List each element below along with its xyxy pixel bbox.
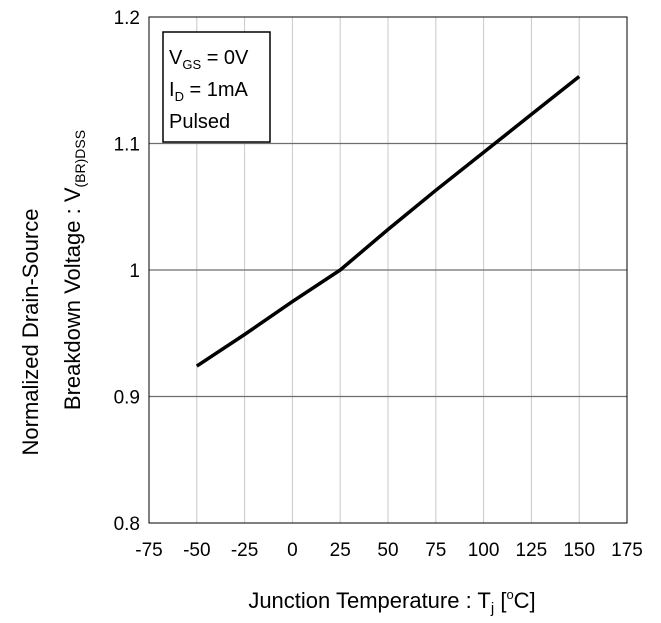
x-tick-label: 125	[516, 540, 548, 561]
x-tick-label: 75	[425, 540, 446, 561]
x-axis-title: Junction Temperature : Tj [oC]	[248, 587, 535, 617]
x-tick-label: 175	[611, 540, 643, 561]
y-tick-label: 0.9	[114, 388, 140, 409]
x-tick-labels: -75 -50 -25 0 25 50 75 100 125 150 175	[135, 540, 643, 561]
x-tick-label: -75	[135, 540, 162, 561]
series-line	[195, 75, 581, 368]
y-tick-label: 1	[129, 261, 140, 282]
annotation-line-pulsed: Pulsed	[169, 111, 230, 133]
y-tick-label: 1.2	[114, 8, 140, 29]
x-tick-label: 0	[287, 540, 298, 561]
x-tick-label: 100	[468, 540, 500, 561]
y-tick-labels: 0.8 0.9 1 1.1 1.2	[114, 8, 140, 535]
x-tick-label: -25	[231, 540, 258, 561]
y-tick-label: 1.1	[114, 135, 140, 156]
annotation-line-vgs: VGS = 0V	[169, 47, 249, 72]
x-tick-label: 150	[563, 540, 595, 561]
x-tick-label: -50	[183, 540, 210, 561]
y-tick-label: 0.8	[114, 514, 140, 535]
x-tick-label: 50	[377, 540, 398, 561]
annotation-line-id: ID = 1mA	[169, 79, 249, 104]
y-axis-title-line2: Breakdown Voltage : V(BR)DSS	[60, 130, 88, 410]
y-axis-title-line1: Normalized Drain-Source	[18, 209, 43, 456]
annotation-box: VGS = 0V ID = 1mA Pulsed	[162, 31, 271, 143]
plot-area	[148, 16, 628, 524]
x-tick-label: 25	[330, 540, 351, 561]
horizontal-gridlines	[149, 142, 627, 398]
